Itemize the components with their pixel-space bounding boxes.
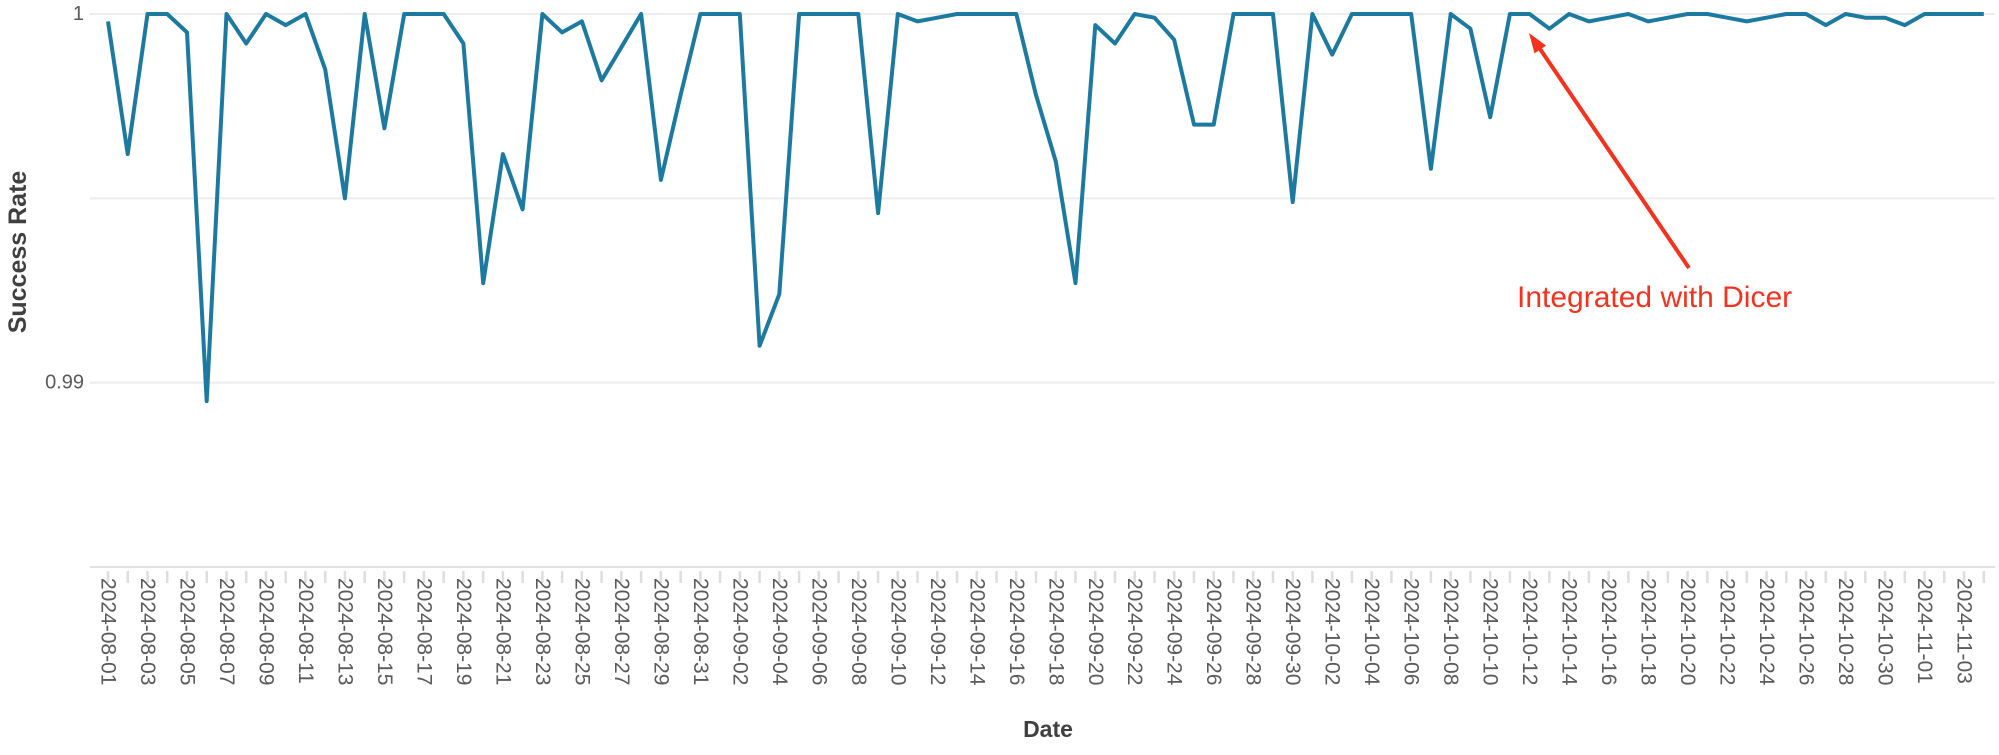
x-tick-label: 2024-08-11: [294, 578, 317, 684]
x-tick-label: 2024-10-14: [1558, 578, 1581, 686]
x-tick-label: 2024-08-27: [610, 578, 633, 685]
x-tick-label: 2024-10-18: [1637, 578, 1660, 685]
x-tick-label: 2024-08-25: [570, 578, 593, 685]
y-tick-label: 0.99: [45, 372, 84, 394]
x-tick-label: 2024-09-20: [1084, 578, 1107, 685]
x-tick-label: 2024-08-29: [649, 578, 672, 685]
x-tick-label: 2024-11-01: [1913, 578, 1936, 684]
x-tick-label: 2024-10-26: [1795, 578, 1818, 685]
x-tick-label: 2024-09-02: [728, 578, 751, 685]
x-tick-label: 2024-09-08: [847, 578, 870, 685]
y-axis-title: Success Rate: [4, 171, 32, 334]
x-tick-label: 2024-08-19: [452, 578, 475, 685]
x-tick-label: 2024-09-04: [768, 578, 791, 686]
x-tick-label: 2024-11-03: [1953, 578, 1976, 684]
x-tick-label: 2024-09-28: [1242, 578, 1265, 685]
x-tick-label: 2024-09-16: [1005, 578, 1028, 685]
x-tick-label: 2024-10-04: [1360, 578, 1383, 686]
x-tick-label: 2024-08-13: [333, 578, 356, 685]
x-tick-label: 2024-08-09: [254, 578, 277, 685]
x-axis-title: Date: [1023, 716, 1073, 742]
x-tick-label: 2024-08-05: [175, 578, 198, 685]
x-tick-label: 2024-08-07: [215, 578, 238, 685]
x-tick-label: 2024-08-31: [689, 578, 712, 685]
x-tick-labels: 2024-08-01 2024-08-03 2024-08-05 2024-08-07…: [97, 578, 1976, 686]
success-rate-line: [106, 12, 1984, 404]
x-tick-label: 2024-10-02: [1321, 578, 1344, 685]
x-tick-label: 2024-10-22: [1716, 578, 1739, 685]
x-tick-label: 2024-09-06: [807, 578, 830, 685]
annotation-text: Integrated with Dicer: [1517, 281, 1792, 314]
series-line-group: [106, 12, 1984, 404]
x-tick-label: 2024-09-10: [886, 578, 909, 685]
x-tick-label: 2024-08-03: [136, 578, 159, 685]
x-tick-label: 2024-10-16: [1597, 578, 1620, 685]
x-tick-label: 2024-09-14: [965, 578, 988, 686]
x-tick-label: 2024-08-01: [97, 578, 120, 685]
y-tick-label: 1: [73, 3, 84, 25]
x-tick-marks: [106, 571, 1986, 583]
x-tick-label: 2024-09-30: [1281, 578, 1304, 685]
x-tick-label: 2024-08-21: [491, 578, 514, 685]
x-tick-label: 2024-09-22: [1123, 578, 1146, 685]
x-tick-label: 2024-10-30: [1874, 578, 1897, 685]
x-tick-label: 2024-10-10: [1479, 578, 1502, 685]
annotation-arrow-shaft: [1536, 44, 1691, 270]
x-tick-label: 2024-10-12: [1518, 578, 1541, 685]
annotation-arrowhead-icon: [1529, 33, 1547, 54]
x-tick-label: 2024-09-18: [1044, 578, 1067, 685]
x-tick-label: 2024-10-24: [1755, 578, 1778, 686]
x-tick-label: 2024-08-17: [412, 578, 435, 685]
x-tick-label: 2024-10-20: [1676, 578, 1699, 685]
x-tick-label: 2024-09-12: [926, 578, 949, 685]
annotation-arrow: [1529, 33, 1691, 270]
y-tick-labels: 10.99: [45, 3, 84, 394]
x-tick-label: 2024-08-15: [373, 578, 396, 685]
x-tick-label: 2024-10-08: [1439, 578, 1462, 685]
x-tick-label: 2024-09-26: [1202, 578, 1225, 685]
x-tick-label: 2024-08-23: [531, 578, 554, 685]
x-tick-label: 2024-10-28: [1834, 578, 1857, 685]
x-tick-label: 2024-10-06: [1400, 578, 1423, 685]
x-tick-label: 2024-09-24: [1163, 578, 1186, 686]
